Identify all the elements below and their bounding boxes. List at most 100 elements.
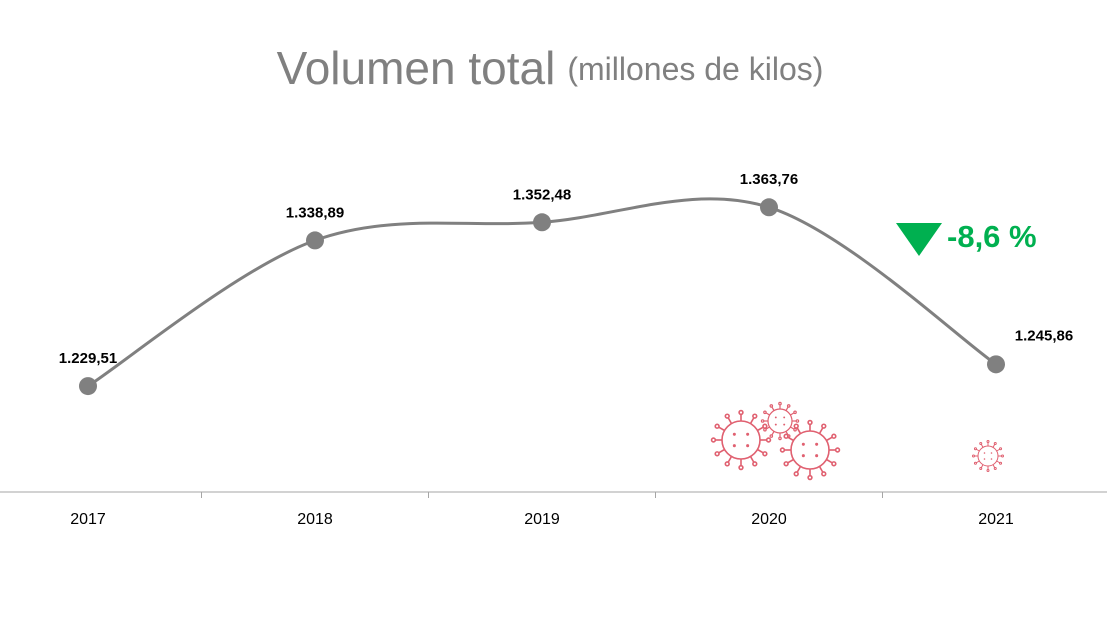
virus-knob [821,471,827,477]
virus-dot [783,423,786,426]
virus-spike [992,444,996,448]
virus-knob [807,474,813,481]
data-point [79,377,97,396]
virus-knob [783,433,789,439]
virus-spike [771,406,775,411]
annotation: -8,6 % [947,219,1037,254]
chart-title-group: Volumen total (millones de kilos) [277,42,824,94]
virus-spike [790,426,795,430]
virus-spike [790,412,795,416]
virus-spike [826,436,833,442]
virus-dot [746,444,750,448]
virus-knob [793,427,797,432]
virus-spike [765,426,770,430]
virus-knob [807,419,813,426]
virus-spike [765,412,770,416]
virus-dot [983,452,986,454]
data-point [987,355,1005,374]
virus-spike [727,456,733,463]
virus-spike [818,427,824,434]
virus-spike [749,417,755,424]
virus-knob [714,451,720,457]
virus-spike [976,460,980,464]
data-label: 1.338,89 [286,204,344,221]
virus-knob [724,461,730,467]
virus-dot [990,452,993,454]
virus-knob [710,437,717,443]
virus-body [790,430,830,470]
virus-knob [760,419,765,423]
virus-dot [815,442,819,446]
x-tick-label: 2021 [978,511,1014,528]
data-point [533,213,551,232]
virus-knob [1001,454,1004,458]
virus-knob [738,464,744,471]
virus-knob [986,469,990,472]
virus-dot [801,454,805,458]
virus-spike [718,426,725,432]
virus-knob [714,423,720,429]
virus-dot [774,416,777,419]
virus-spike [796,466,802,473]
virus-dot [783,416,786,419]
data-label: 1.245,86 [1015,327,1073,344]
virus-knob [752,413,758,419]
virus-knob [834,447,841,453]
virus-spike [818,466,824,473]
virus-dot [990,458,993,460]
data-label: 1.352,48 [513,186,571,203]
virus-knob [999,461,1003,465]
virus-knob [762,423,768,429]
virus-knob [779,447,786,453]
virus-body [767,408,793,434]
virus-knob [973,461,977,465]
virus-spike [787,436,794,442]
virus-dot [801,442,805,446]
virus-knob [973,447,977,451]
virus-spike [771,431,775,436]
virus-knob [769,404,774,408]
virus-knob [795,419,800,423]
virus-body [977,445,999,467]
x-tick-label: 2019 [524,511,560,528]
virus-spike [785,406,789,411]
virus-knob [793,423,799,429]
virus-knob [786,404,791,408]
virus-knob [831,433,837,439]
virus-spike [826,458,833,464]
virus-dot [732,432,736,436]
virus-spike [787,458,794,464]
virus-knob [778,436,782,441]
virus-knob [762,451,768,457]
virus-spike [996,448,1000,452]
virus-knob [993,441,997,445]
virus-dot [983,458,986,460]
virus-spike [992,464,996,468]
virus-spike [796,427,802,434]
x-tick-label: 2018 [297,511,333,528]
virus-knob [763,410,767,415]
data-point [760,198,778,217]
down-arrow [896,223,942,256]
virus-spike [749,456,755,463]
virus-spike [757,448,764,454]
virus-dot [774,423,777,426]
virus-knob [724,413,730,419]
virus-knob [769,434,774,438]
virus-knob [793,471,799,477]
data-label: 1.229,51 [59,350,117,367]
virus-knob [986,440,990,443]
virus-spike [980,444,984,448]
virus-knob [783,461,789,467]
virus-knob [765,437,772,443]
virus-knob [999,447,1003,451]
virus-spike [976,448,980,452]
virus-knob [752,461,758,467]
x-tick-label: 2017 [70,511,106,528]
virus-spike [996,460,1000,464]
virus-knob [972,454,975,458]
virus-spike [757,426,764,432]
virus-body [721,420,761,460]
